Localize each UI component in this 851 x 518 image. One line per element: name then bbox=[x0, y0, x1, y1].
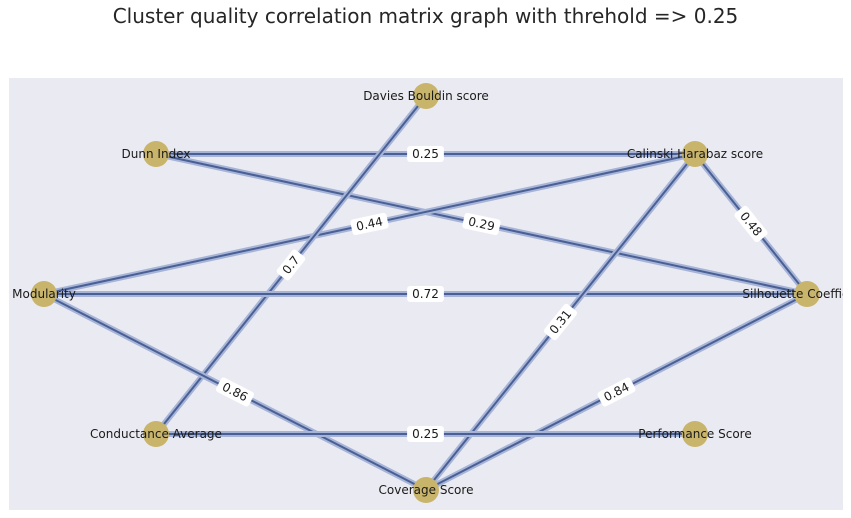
edge-weight-label: 0.29 bbox=[462, 212, 501, 236]
node-coverage bbox=[413, 477, 439, 503]
node-dunn bbox=[143, 141, 169, 167]
node-modularity bbox=[31, 281, 57, 307]
edge-weight-box bbox=[350, 212, 389, 236]
edge-weight-label: 0.25 bbox=[407, 146, 444, 162]
node-label-coverage: Coverage Score bbox=[379, 483, 474, 497]
edge-weight-text: 0.29 bbox=[467, 214, 496, 233]
node-silhouette bbox=[794, 281, 820, 307]
edge-weight-box bbox=[462, 212, 501, 236]
node-performance bbox=[682, 421, 708, 447]
edge-weight-box bbox=[734, 205, 768, 243]
node-conductance bbox=[143, 421, 169, 447]
node-label-conductance: Conductance Average bbox=[90, 427, 222, 441]
edge-weight-label: 0.44 bbox=[350, 212, 389, 236]
edge-weight-box bbox=[543, 303, 578, 341]
edge-weight-box bbox=[216, 377, 254, 407]
edge-weight-label: 0.72 bbox=[407, 286, 444, 302]
figure-title: Cluster quality correlation matrix graph… bbox=[112, 4, 739, 28]
node-calinski bbox=[682, 141, 708, 167]
edge-weight-box bbox=[407, 426, 444, 442]
edge-weight-text: 0.44 bbox=[355, 214, 384, 233]
node-label-layer: Davies Bouldin score Dunn Index Calinski H… bbox=[12, 89, 851, 497]
edge-weight-text: 0.25 bbox=[412, 147, 439, 161]
edge-weight-text: 0.25 bbox=[412, 427, 439, 441]
edge-weight-box bbox=[407, 286, 444, 302]
edge-weight-box bbox=[276, 249, 306, 281]
edge-weight-text: 0.72 bbox=[412, 287, 439, 301]
edge-weight-box bbox=[407, 146, 444, 162]
node-label-silhouette: Silhouette Coefficient bbox=[742, 287, 851, 301]
node-label-calinski: Calinski Harabaz score bbox=[627, 147, 763, 161]
node-layer bbox=[31, 83, 820, 503]
node-label-modularity: Modularity bbox=[12, 287, 76, 301]
node-label-davies: Davies Bouldin score bbox=[363, 89, 489, 103]
node-label-dunn: Dunn Index bbox=[122, 147, 191, 161]
edge-weight-label: 0.84 bbox=[597, 377, 636, 407]
node-label-performance: Performance Score bbox=[638, 427, 751, 441]
edge-weight-box bbox=[597, 377, 636, 407]
node-davies bbox=[413, 83, 439, 109]
edge-weight-label: 0.25 bbox=[407, 426, 444, 442]
